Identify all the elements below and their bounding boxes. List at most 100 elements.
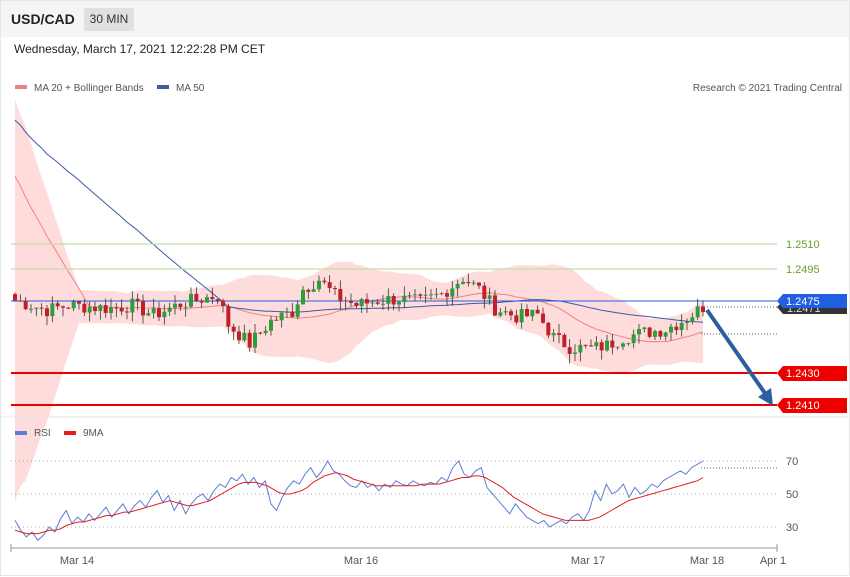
- candle-body: [551, 333, 556, 336]
- candle-body: [178, 303, 183, 308]
- candle-body: [658, 331, 663, 337]
- candle-body: [674, 326, 679, 331]
- candle-body: [594, 342, 599, 347]
- candle-body: [103, 305, 108, 313]
- candle-body: [333, 288, 337, 290]
- rsi-tick-70: 70: [786, 456, 798, 468]
- timeframe-button[interactable]: 30 MIN: [84, 8, 134, 31]
- candle-body: [343, 300, 348, 302]
- candles-group: [13, 273, 705, 364]
- candle-body: [226, 306, 231, 327]
- candle-body: [423, 294, 428, 296]
- bollinger-band: [15, 99, 703, 502]
- candle-body: [221, 300, 225, 307]
- candle-body: [327, 282, 332, 289]
- candle-body: [55, 303, 60, 307]
- legend-rsi-swatch: [15, 431, 27, 435]
- candle-body: [130, 298, 135, 313]
- chart-header: USD/CAD 30 MIN: [1, 1, 849, 37]
- candle-body: [354, 302, 359, 307]
- support-label-2: 1.2410: [786, 400, 820, 412]
- candle-body: [578, 344, 583, 353]
- current-price-label: 1.2475: [786, 296, 820, 308]
- candle-body: [13, 294, 17, 301]
- candle-body: [530, 309, 535, 317]
- candle-body: [98, 305, 103, 312]
- candle-body: [61, 306, 65, 308]
- candle-body: [573, 352, 577, 354]
- legend-9ma-label: 9MA: [83, 428, 104, 439]
- candle-body: [567, 347, 572, 354]
- candle-body: [445, 293, 449, 297]
- candle-body: [258, 332, 263, 334]
- candle-body: [306, 289, 311, 292]
- current-price-tag: [777, 294, 847, 308]
- candle-body: [349, 301, 353, 303]
- candle-body: [285, 311, 289, 313]
- candle-body: [119, 307, 124, 312]
- x-tick-mar14: Mar 14: [60, 555, 94, 567]
- legend-9ma-swatch: [64, 431, 76, 435]
- x-tick-mar17: Mar 17: [571, 555, 605, 567]
- candle-body: [642, 327, 647, 329]
- candle-body: [503, 311, 508, 313]
- candle-body: [413, 294, 417, 296]
- candle-body: [685, 321, 689, 323]
- candle-body: [311, 289, 316, 292]
- candle-body: [605, 340, 609, 351]
- candle-body: [194, 293, 199, 301]
- candle-body: [125, 311, 129, 313]
- candle-body: [493, 295, 497, 316]
- candle-body: [386, 296, 391, 304]
- candle-body: [471, 282, 476, 284]
- candle-body: [317, 280, 321, 290]
- candle-body: [39, 307, 44, 309]
- candle-body: [338, 288, 343, 301]
- candle-body: [199, 300, 204, 303]
- candle-body: [87, 306, 92, 313]
- candle-body: [370, 302, 375, 304]
- candle-body: [210, 296, 215, 300]
- rsi-tick-50: 50: [786, 489, 798, 501]
- candle-body: [290, 311, 295, 317]
- candle-body: [66, 307, 71, 309]
- candle-body: [695, 306, 700, 318]
- candle-body: [477, 282, 481, 286]
- candle-body: [653, 331, 657, 337]
- candle-body: [546, 322, 551, 336]
- support-tag-1: [777, 366, 847, 381]
- candle-body: [71, 301, 76, 309]
- candle-body: [189, 293, 193, 307]
- credit-text: Research © 2021 Trading Central: [693, 83, 842, 94]
- candle-body: [167, 307, 172, 312]
- candle-body: [242, 332, 247, 341]
- candle-body: [301, 289, 305, 305]
- ma50-line: [14, 119, 704, 323]
- candle-body: [135, 298, 140, 301]
- candle-body: [151, 308, 156, 314]
- legend-rsi-label: RSI: [34, 428, 51, 439]
- candle-body: [631, 334, 636, 344]
- candle-body: [322, 280, 327, 283]
- candle-body: [509, 311, 513, 316]
- candle-body: [18, 300, 23, 302]
- candle-body: [45, 308, 49, 317]
- forecast-arrow-head: [758, 388, 773, 406]
- candle-body: [237, 331, 241, 341]
- candle-body: [141, 300, 145, 316]
- candle-body: [541, 313, 545, 323]
- legend-ma50-label: MA 50: [176, 83, 205, 94]
- candle-body: [615, 346, 620, 348]
- forecast-arrow-shaft: [705, 308, 771, 401]
- legend-ma50-swatch: [157, 85, 169, 89]
- candle-body: [215, 299, 220, 301]
- rsi-line: [14, 459, 704, 541]
- candle-body: [279, 312, 284, 321]
- candle-body: [253, 332, 257, 348]
- candle-body: [205, 296, 209, 303]
- candle-body: [146, 313, 151, 316]
- candle-body: [562, 334, 567, 348]
- candle-body: [589, 345, 593, 347]
- candle-body: [690, 317, 695, 322]
